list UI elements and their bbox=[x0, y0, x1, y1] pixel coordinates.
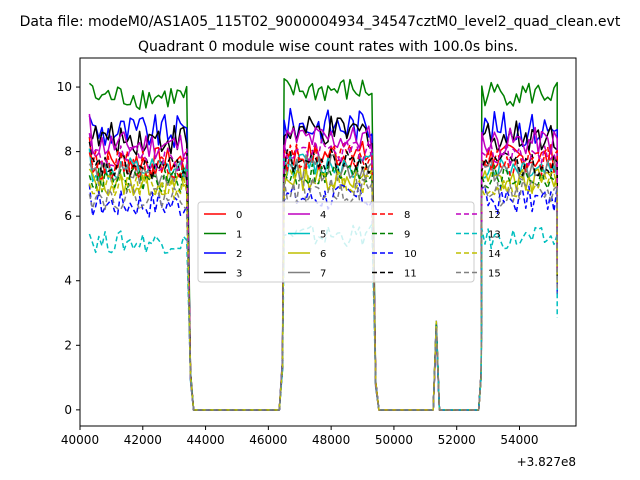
y-tick-label: 2 bbox=[64, 338, 72, 352]
legend-label-11: 11 bbox=[404, 269, 417, 280]
legend-label-12: 12 bbox=[488, 210, 501, 221]
series-line-1 bbox=[88, 78, 558, 411]
x-tick-label: 50000 bbox=[375, 433, 413, 447]
y-axis: 0 2 4 6 8 10 bbox=[57, 80, 80, 417]
legend-label-9: 9 bbox=[404, 230, 410, 241]
legend-label-1: 1 bbox=[236, 230, 242, 241]
legend-label-6: 6 bbox=[320, 249, 326, 260]
series-line-13 bbox=[88, 223, 558, 411]
series-line-12 bbox=[88, 132, 558, 411]
x-tick-label: 40000 bbox=[61, 433, 99, 447]
legend-label-13: 13 bbox=[488, 230, 501, 241]
series-line-15 bbox=[88, 176, 558, 411]
legend-label-2: 2 bbox=[236, 249, 242, 260]
legend-label-0: 0 bbox=[236, 210, 242, 221]
series-line-11 bbox=[88, 141, 558, 411]
y-tick-label: 4 bbox=[64, 274, 72, 288]
series-line-8 bbox=[88, 143, 558, 411]
x-tick-label: 42000 bbox=[124, 433, 162, 447]
y-tick-label: 0 bbox=[64, 403, 72, 417]
series-line-4 bbox=[88, 113, 558, 411]
legend-label-7: 7 bbox=[320, 269, 326, 280]
x-tick-label: 52000 bbox=[438, 433, 476, 447]
legend-label-10: 10 bbox=[404, 249, 417, 260]
legend-label-14: 14 bbox=[488, 249, 501, 260]
x-axis-offset-label: +3.827e8 bbox=[517, 455, 576, 469]
legend-label-15: 15 bbox=[488, 269, 501, 280]
y-tick-label: 10 bbox=[57, 80, 72, 94]
legend-label-4: 4 bbox=[320, 210, 326, 221]
series-line-14 bbox=[88, 169, 558, 411]
figure-suptitle: Data file: modeM0/AS1A05_115T02_90000049… bbox=[20, 14, 621, 30]
legend-box bbox=[197, 201, 475, 283]
legend-label-3: 3 bbox=[236, 269, 242, 280]
y-tick-label: 6 bbox=[64, 209, 72, 223]
chart-title: Quadrant 0 module wise count rates with … bbox=[138, 39, 518, 55]
x-axis: 40000 42000 44000 46000 48000 50000 52000 54000 bbox=[61, 426, 539, 447]
legend-label-8: 8 bbox=[404, 210, 410, 221]
plot-frame bbox=[79, 57, 577, 427]
x-tick-label: 54000 bbox=[500, 433, 538, 447]
x-tick-label: 48000 bbox=[312, 433, 350, 447]
y-tick-label: 8 bbox=[64, 145, 72, 159]
plot-area bbox=[79, 57, 577, 427]
x-tick-label: 44000 bbox=[186, 433, 224, 447]
x-tick-label: 46000 bbox=[249, 433, 287, 447]
legend-label-5: 5 bbox=[320, 230, 326, 241]
